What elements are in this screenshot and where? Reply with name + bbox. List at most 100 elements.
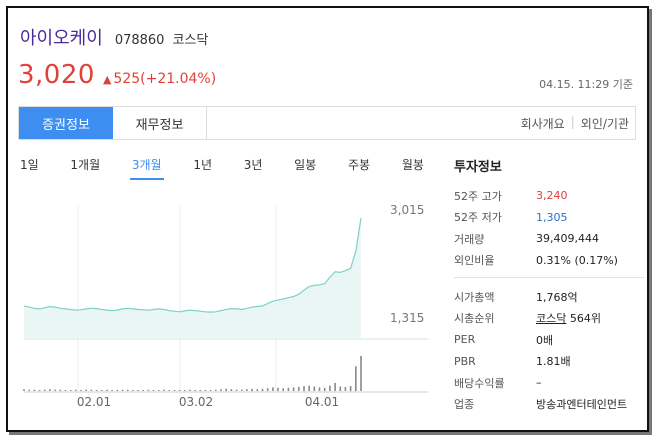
volume-bar <box>199 390 202 391</box>
value-mcap: 1,768억 <box>536 290 578 304</box>
period-1m[interactable]: 1개월 <box>70 158 101 172</box>
label-mcap: 시가총액 <box>454 290 495 304</box>
label-pbr: PBR <box>454 354 476 368</box>
current-price: 3,020 <box>18 60 95 90</box>
foreign-institution-link[interactable]: 외인/기관 <box>580 117 629 131</box>
volume-bar <box>292 387 295 391</box>
volume-bar <box>313 386 316 391</box>
stock-name-link[interactable]: 아이오케이 <box>20 28 103 49</box>
volume-bar <box>101 390 103 391</box>
label-52w-low: 52주 저가 <box>454 211 502 225</box>
value-52w-low: 1,305 <box>536 210 568 224</box>
volume-bar <box>183 390 186 391</box>
row-mcap: 시가총액 1,768억 <box>454 286 644 308</box>
value-pbr: 1.81배 <box>536 355 571 369</box>
volume-bar <box>59 389 62 391</box>
label-dividend: 배당수익률 <box>454 376 505 390</box>
period-1d[interactable]: 1일 <box>20 158 39 172</box>
volume-bar <box>163 389 165 391</box>
stock-header: 아이오케이 078860 코스닥 <box>20 24 208 50</box>
volume-bar <box>266 388 269 391</box>
volume-bar <box>137 390 139 391</box>
volume-bar <box>235 389 238 391</box>
tab-securities[interactable]: 증권정보 <box>19 107 113 139</box>
label-industry: 업종 <box>454 398 475 412</box>
volume-bar <box>251 388 253 392</box>
row-52w-low: 52주 저가 1,305 <box>454 207 644 229</box>
value-volume: 39,409,444 <box>536 232 599 246</box>
volume-bar <box>43 389 46 391</box>
y-high-label: 3,015 <box>390 203 424 217</box>
up-triangle-icon: ▲ <box>102 73 112 86</box>
volume-bar <box>308 385 310 391</box>
period-1y[interactable]: 1년 <box>193 158 213 172</box>
volume-bar <box>75 389 77 391</box>
volume-bar <box>80 390 82 391</box>
rank-market-link[interactable]: 코스닥 <box>536 312 567 326</box>
volume-bar <box>116 390 119 391</box>
period-monthly[interactable]: 월봉 <box>401 158 424 172</box>
price-change-value: 525(+21.04%) <box>113 71 217 87</box>
volume-bar <box>106 389 108 391</box>
volume-bar <box>95 390 98 391</box>
volume-bars <box>23 355 362 392</box>
volume-bar <box>215 389 217 391</box>
volume-bar <box>121 389 124 391</box>
volume-bar <box>261 388 264 392</box>
period-selector: 1일 1개월 3개월 1년 3년 일봉 주봉 월봉 <box>18 156 426 180</box>
volume-bar <box>69 390 72 391</box>
volume-bar <box>230 389 233 391</box>
volume-bar <box>33 389 36 391</box>
volume-bar <box>360 355 362 391</box>
volume-bar <box>189 389 191 391</box>
volume-bar <box>241 389 243 391</box>
row-foreign: 외인비율 0.31% (0.17%) <box>454 250 644 272</box>
volume-bar <box>282 388 284 391</box>
value-52w-high: 3,240 <box>536 189 568 203</box>
period-3y[interactable]: 3년 <box>243 158 263 172</box>
volume-bar <box>349 386 352 392</box>
tab-bar: 증권정보 재무정보 회사개요 | 외인/기관 <box>18 106 636 140</box>
stock-widget: 아이오케이 078860 코스닥 3,020 ▲ 525(+21.04%) 04.… <box>6 6 649 432</box>
volume-bar <box>344 386 347 391</box>
period-daily[interactable]: 일봉 <box>294 158 317 172</box>
company-overview-link[interactable]: 회사개요 <box>520 117 565 131</box>
volume-bar <box>277 387 279 391</box>
volume-bar <box>246 389 248 391</box>
volume-bar <box>256 389 259 391</box>
tab-financial[interactable]: 재무정보 <box>113 107 207 139</box>
period-weekly[interactable]: 주봉 <box>348 158 371 172</box>
row-industry: 업종 방송과엔터테인먼트 <box>454 394 644 416</box>
label-rank: 시총순위 <box>454 312 495 326</box>
volume-bar <box>126 389 129 391</box>
volume-bar <box>323 387 326 391</box>
volume-bar <box>90 389 93 391</box>
volume-bar <box>194 390 196 391</box>
x-tick-label: 04.01 <box>305 395 339 409</box>
price-area <box>24 218 361 339</box>
volume-bar <box>158 390 160 391</box>
value-industry[interactable]: 방송과엔터테인먼트 <box>536 398 628 412</box>
price-chart[interactable]: 3,015 1,315 02.01 03.02 04.01 <box>18 184 428 409</box>
stock-market: 코스닥 <box>172 33 209 48</box>
value-dividend: – <box>536 376 542 390</box>
row-per: PER 0배 <box>454 329 644 351</box>
price-line <box>23 217 362 313</box>
volume-bar <box>111 390 113 391</box>
volume-bar <box>142 390 144 391</box>
volume-bar <box>334 382 336 391</box>
value-foreign: 0.31% (0.17%) <box>536 253 618 267</box>
volume-bar <box>132 390 134 391</box>
row-dividend: 배당수익률 – <box>454 372 644 394</box>
volume-bar <box>209 390 212 391</box>
period-3m[interactable]: 3개월 <box>129 156 164 180</box>
volume-bar <box>298 386 300 391</box>
label-per: PER <box>454 333 476 347</box>
label-52w-high: 52주 고가 <box>454 189 502 203</box>
volume-bar <box>287 387 290 391</box>
invest-info-title: 투자정보 <box>454 160 502 175</box>
invest-info-panel: 투자정보 52주 고가 3,240 52주 저가 1,305 거래량 39,409,4… <box>454 156 644 415</box>
volume-bar <box>178 390 181 391</box>
volume-bar <box>339 386 342 391</box>
volume-bar <box>28 389 30 391</box>
